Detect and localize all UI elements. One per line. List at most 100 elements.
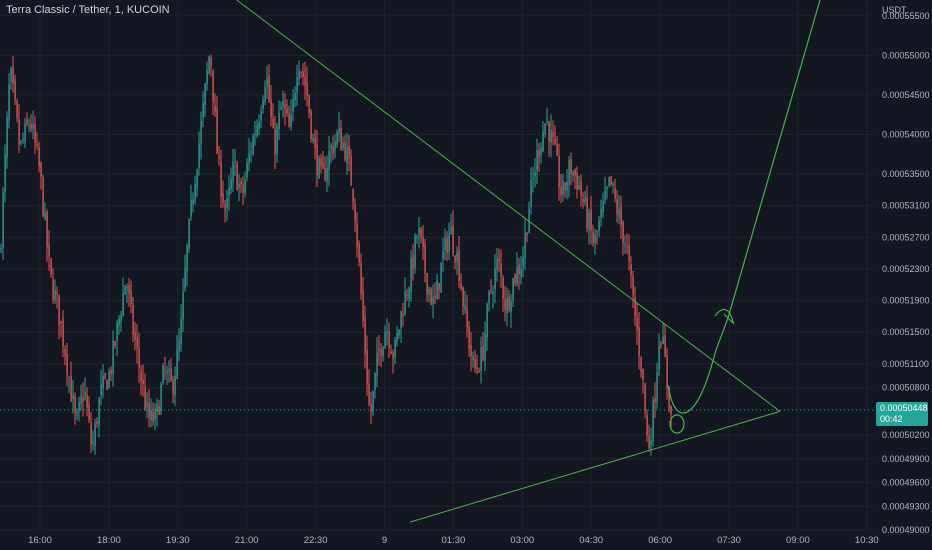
candle-body [440, 262, 442, 293]
candle-body [298, 70, 300, 79]
candle-body [504, 299, 506, 311]
candle-body [372, 390, 374, 411]
candle-body [56, 292, 58, 295]
candle-body [84, 392, 86, 398]
candle-body [418, 227, 420, 236]
candle-body [286, 108, 288, 114]
candle-body [232, 162, 234, 182]
candle-body [62, 318, 64, 347]
candle-body [156, 403, 158, 412]
candle-body [0, 248, 2, 250]
candle-body [652, 400, 654, 442]
candle-body [26, 120, 28, 124]
candle-body [520, 269, 522, 278]
candle-body [662, 336, 664, 345]
candle-body [516, 267, 518, 285]
candle-body [656, 372, 658, 403]
candle-body [360, 262, 362, 294]
candle-body [128, 284, 130, 294]
price-axis[interactable]: 0.00055500 0.00055000 0.00054500 0.00054000… [876, 0, 932, 550]
candle-body [632, 276, 634, 296]
candle-body [630, 263, 632, 275]
candle-body [316, 144, 318, 176]
candle-body [186, 245, 188, 271]
candle-body [110, 369, 112, 374]
candle-body [350, 156, 352, 186]
candle-body [606, 187, 608, 189]
candle-body [530, 179, 532, 207]
candle-body [208, 56, 210, 74]
candle-body [332, 146, 334, 154]
candle-body [562, 181, 564, 194]
candle-body [6, 117, 8, 158]
candle-body [244, 179, 246, 194]
candle-body [462, 287, 464, 307]
candle-body [44, 212, 46, 219]
candle-body [352, 189, 354, 202]
candle-body [210, 57, 212, 67]
candle-body [498, 258, 500, 261]
candle-body [318, 158, 320, 179]
candle-body [436, 279, 438, 300]
candle-body [260, 111, 262, 121]
candle-body [168, 369, 170, 371]
candle-body [550, 129, 552, 142]
candle-body [524, 232, 526, 258]
symbol-title[interactable]: Terra Classic / Tether, 1, KUCOIN [6, 4, 170, 16]
time-tick-label: 10:30 [855, 535, 879, 546]
candle-body [46, 211, 48, 248]
candle-body [24, 123, 26, 143]
projection-path [667, 0, 821, 414]
candle-body [460, 283, 462, 289]
candle-body [72, 395, 74, 399]
candle-body [60, 321, 62, 323]
candle-body [118, 318, 120, 326]
candle-body [296, 77, 298, 93]
candle-body [94, 423, 96, 447]
candle-body [432, 297, 434, 305]
candle-body [548, 121, 550, 143]
time-tick-label: 07:30 [717, 535, 741, 546]
candle-body [288, 112, 290, 128]
candle-body [248, 153, 250, 163]
candle-body [344, 142, 346, 160]
candle-body [276, 126, 278, 155]
candle-body [668, 386, 670, 410]
candle-body [484, 333, 486, 361]
last-price-tag: 0.00050448 00:42 [876, 402, 928, 426]
candle-body [568, 159, 570, 185]
drawings[interactable] [195, 0, 821, 523]
candle-body [424, 244, 426, 274]
candle-body [446, 238, 448, 253]
candle-body [600, 209, 602, 218]
candle-body [640, 357, 642, 373]
candle-body [324, 168, 326, 181]
candle-body [364, 317, 366, 354]
candle-body [552, 131, 554, 137]
candle-body [190, 199, 192, 217]
candle-body [202, 102, 204, 118]
candle-body [188, 219, 190, 249]
candle-body [452, 226, 454, 254]
candle-body [126, 287, 128, 289]
candle-body [184, 268, 186, 289]
candle-body [400, 311, 402, 328]
circle-annotation [669, 414, 685, 434]
price-tick-label: 0.00049300 [882, 501, 930, 511]
candle-body [342, 143, 344, 148]
candle-body [268, 75, 270, 102]
ascending-support-line [409, 410, 781, 523]
candle-body [284, 104, 286, 110]
candle-body [148, 402, 150, 419]
price-tick-label: 0.00049000 [882, 525, 930, 535]
descending-resistance-line [235, 0, 781, 412]
price-tick-label: 0.00054500 [882, 90, 930, 100]
candle-body [482, 346, 484, 360]
candle-body [356, 223, 358, 247]
candle-body [224, 204, 226, 209]
candle-body [612, 184, 614, 186]
candle-body [580, 181, 582, 196]
candle-body [106, 380, 108, 391]
time-axis[interactable]: 16:00 18:00 19:30 21:00 22:30 9 01:30 03:00 04:3… [28, 535, 879, 546]
